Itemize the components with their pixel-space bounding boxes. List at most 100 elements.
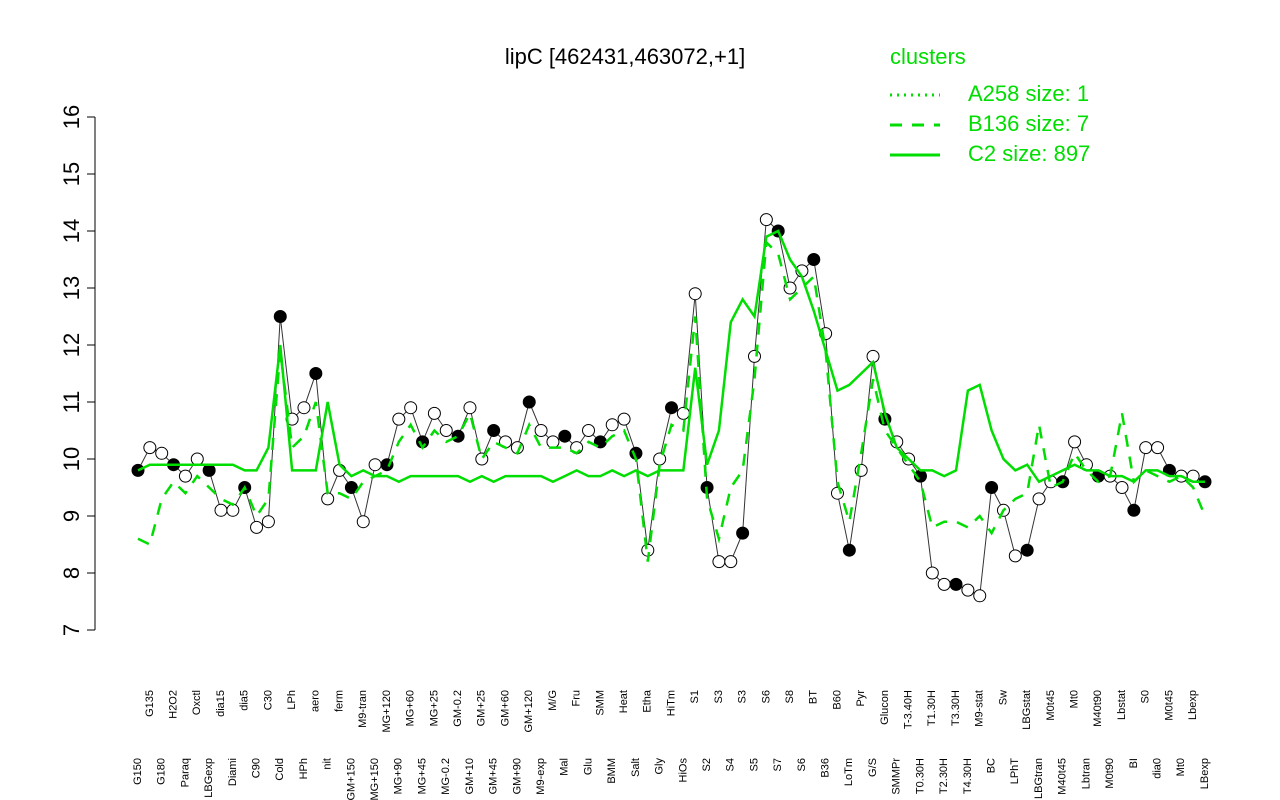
data-point (439, 424, 453, 437)
data-point (546, 435, 560, 449)
x-tick-label: Pyr (855, 690, 867, 707)
data-point (487, 424, 501, 437)
y-tick-label: 10 (59, 447, 84, 471)
data-point (427, 406, 441, 420)
x-tick-label: Lbstat (1116, 690, 1128, 720)
data-point (1115, 481, 1129, 494)
x-tick-label: SMMPr (891, 758, 903, 795)
x-tick-label: Lbtran (1080, 758, 1092, 789)
x-tick-label: Cold (274, 758, 286, 781)
x-tick-label: MG-0.2 (440, 758, 452, 795)
x-tick-label: Diami (227, 758, 239, 786)
data-point (534, 424, 548, 437)
x-tick-label: M0t45 (1045, 690, 1057, 721)
x-tick-label: Sw (997, 690, 1009, 705)
x-tick-label: T0.30H (914, 758, 926, 794)
x-tick-label: GM+90 (511, 758, 523, 794)
y-tick-label: 12 (59, 333, 84, 357)
x-tick-label: Gly (654, 758, 666, 775)
data-point (925, 566, 939, 580)
data-point (404, 401, 418, 415)
x-tick-label: G135 (144, 690, 156, 717)
x-tick-label: S7 (772, 758, 784, 771)
data-point (178, 469, 192, 483)
data-point (451, 429, 465, 443)
x-tick-label: S6 (796, 758, 808, 771)
data-point (605, 418, 619, 432)
x-tick-label: Glucon (879, 690, 891, 725)
data-point (937, 577, 951, 591)
data-point (582, 424, 596, 437)
x-tick-label: B36 (820, 758, 832, 778)
data-point (759, 213, 773, 227)
x-tick-label: GM+60 (499, 690, 511, 726)
data-point (202, 463, 216, 477)
y-tick-label: 9 (59, 510, 84, 522)
x-tick-label: M0t90 (1104, 758, 1116, 789)
x-tick-label: Heat (618, 690, 630, 713)
data-point (463, 401, 477, 415)
x-tick-label: LoTm (843, 758, 855, 786)
data-point (297, 401, 311, 415)
x-tick-label: SMM (594, 690, 606, 716)
x-tick-label: C90 (250, 758, 262, 778)
x-tick-label: S5 (748, 758, 760, 771)
y-tick-label: 8 (59, 567, 84, 579)
data-point (190, 452, 204, 466)
data-point (961, 583, 975, 597)
x-tick-label: LBGexp (203, 758, 215, 798)
data-point (1127, 503, 1141, 517)
x-tick-label: G/S (867, 758, 879, 777)
x-tick-label: GM+25 (476, 690, 488, 726)
x-tick-label: LBGstat (1021, 690, 1033, 730)
data-point (558, 429, 572, 443)
x-tick-label: dia0 (1151, 758, 1163, 779)
data-point (143, 441, 157, 455)
data-point (214, 503, 228, 517)
x-tick-label: B60 (831, 690, 843, 710)
y-tick-label: 14 (59, 219, 84, 243)
x-tick-label: dia15 (215, 690, 227, 717)
x-tick-label: BT (808, 690, 820, 704)
x-tick-label: C30 (262, 690, 274, 710)
data-point (344, 481, 358, 494)
x-tick-label: MG+120 (381, 690, 393, 733)
data-point (1139, 441, 1153, 455)
data-point (985, 481, 999, 494)
x-tick-label: T2.30H (938, 758, 950, 794)
x-tick-label: Paraq (179, 758, 191, 787)
data-point (368, 458, 382, 472)
y-tick-label: 16 (59, 105, 84, 129)
x-tick-label: Salt (630, 758, 642, 777)
x-tick-label: T1.30H (926, 690, 938, 726)
x-tick-label: LPh (286, 690, 298, 710)
x-tick-label: T-3.40H (903, 690, 915, 729)
x-tick-label: aero (310, 690, 322, 712)
series-line (137, 229, 1205, 484)
data-point (736, 526, 750, 540)
data-point (1068, 435, 1082, 449)
x-tick-label: BI (1128, 758, 1140, 768)
data-point (973, 589, 987, 603)
x-tick-label: T4.30H (962, 758, 974, 794)
x-tick-label: M40t90 (1092, 690, 1104, 727)
x-tick-label: HiTm (665, 690, 677, 716)
x-tick-label: HPh (298, 758, 310, 779)
x-tick-label: GM+10 (464, 758, 476, 794)
data-point (155, 446, 169, 460)
data-point (1020, 543, 1034, 557)
x-tick-label: HiOs (677, 758, 689, 783)
data-point (1032, 492, 1046, 506)
x-tick-label: S2 (701, 758, 713, 771)
x-tick-label: LBGtran (1033, 758, 1045, 799)
data-point (1008, 549, 1022, 563)
x-tick-label: BC (986, 758, 998, 773)
x-tick-label: MG+25 (428, 690, 440, 726)
data-point (321, 492, 335, 506)
data-point (688, 287, 702, 301)
data-point (356, 515, 370, 529)
x-tick-label: S6 (760, 690, 772, 703)
data-point (712, 555, 726, 569)
x-tick-label: S8 (784, 690, 796, 703)
